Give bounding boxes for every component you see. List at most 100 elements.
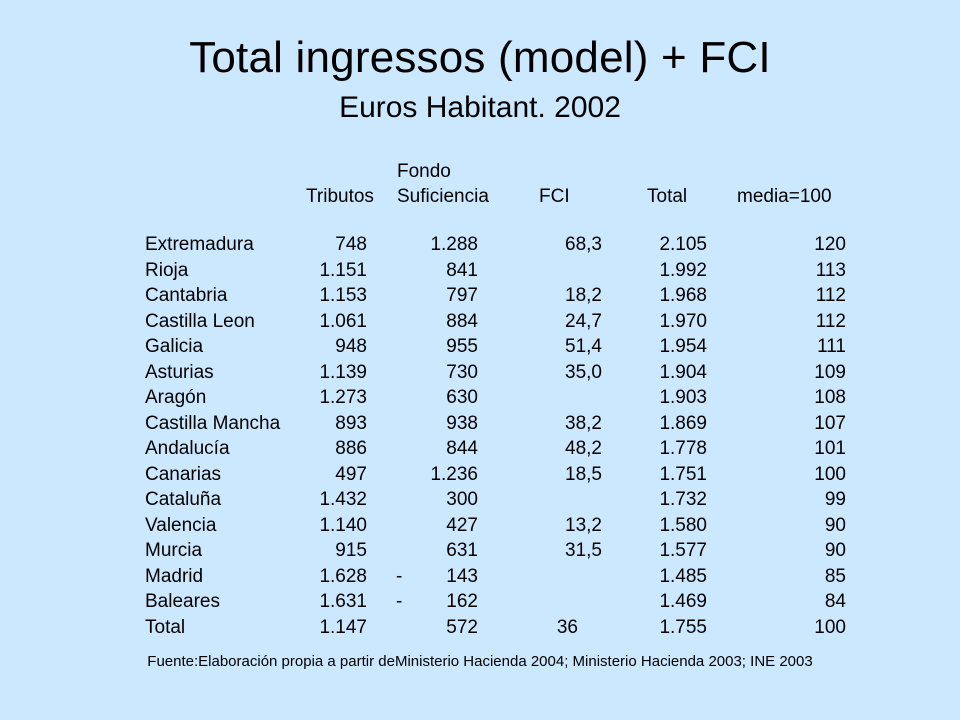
fondo-suficiencia-cell: 844 [446, 438, 478, 459]
region-name-cell: Andalucía [145, 438, 230, 459]
region-name-cell: Cantabria [145, 285, 228, 306]
total-cell: 1.903 [659, 387, 707, 408]
fci-cell: 38,2 [565, 412, 602, 434]
tributos-cell: 1.140 [319, 514, 367, 536]
fondo-suficiencia-cell: 884 [446, 310, 478, 332]
total-cell: 1.954 [659, 336, 707, 357]
region-name-cell: Madrid [145, 565, 204, 587]
tributos-cell: 915 [335, 540, 367, 561]
slide-title: Total ingressos (model) + FCI [189, 33, 771, 82]
media-index-cell: 113 [815, 259, 846, 281]
region-name-cell: Extremadura [145, 234, 254, 255]
source-note: Fuente:Elaboración propia a partir deMin… [147, 653, 813, 670]
total-cell: 1.751 [659, 463, 707, 485]
total-cell: 1.968 [659, 285, 707, 306]
table-row: Canarias 497 1.236 18,5 1.751 100 [0, 462, 960, 488]
fondo-suficiencia-cell: 841 [446, 259, 478, 281]
fondo-suficiencia-cell: 631 [446, 540, 478, 561]
total-cell: 1.869 [659, 412, 707, 434]
media-index-cell: 120 [814, 234, 846, 255]
media-index-cell: 100 [814, 616, 846, 638]
total-cell: 1.755 [659, 616, 707, 638]
total-cell: 1.904 [659, 361, 707, 383]
fci-cell: 36 [556, 616, 578, 638]
table-row: Asturias 1.139 730 35,0 1.904 109 [0, 360, 960, 386]
fci-cell: 18,5 [565, 463, 602, 485]
header-tributos: Tributos [306, 186, 374, 207]
region-name-cell: Cataluña [145, 489, 222, 510]
media-index-cell: 112 [815, 310, 846, 332]
tributos-cell: 1.151 [319, 259, 367, 281]
header-fondo-line2: Suficiencia [397, 186, 489, 207]
total-cell: 1.992 [659, 259, 707, 281]
negative-sign-cell: - [396, 565, 403, 587]
region-name-cell: Asturias [145, 361, 214, 383]
region-name-cell: Castilla Leon [145, 310, 255, 332]
media-index-cell: 99 [824, 489, 846, 510]
table-row: Castilla Mancha 893 938 38,2 1.869 107 [0, 411, 960, 437]
region-name-cell: Baleares [145, 591, 220, 612]
header-fci: FCI [539, 186, 570, 207]
table-row: Total 1.147 572 36 1.755 100 [0, 615, 960, 641]
tributos-cell: 1.153 [319, 285, 367, 306]
tributos-cell: 948 [335, 336, 367, 357]
fci-cell: 51,4 [565, 336, 602, 357]
fci-cell: 13,2 [565, 514, 602, 536]
table-row: Aragón 1.273 630 1.903 108 [0, 385, 960, 411]
header-fondo-line1: Fondo [397, 161, 451, 182]
media-index-cell: 111 [817, 336, 846, 357]
table-row: Murcia 915 631 31,5 1.577 90 [0, 538, 960, 564]
table-row: Baleares 1.631 - 162 1.469 84 [0, 589, 960, 615]
region-name-cell: Total [145, 616, 186, 638]
table-row: Madrid 1.628 - 143 1.485 85 [0, 564, 960, 590]
region-name-cell: Murcia [145, 540, 203, 561]
region-name-cell: Castilla Mancha [145, 412, 281, 434]
fondo-suficiencia-cell: 143 [446, 565, 478, 587]
media-index-cell: 109 [814, 361, 846, 383]
region-name-cell: Aragón [145, 387, 207, 408]
media-index-cell: 85 [824, 565, 846, 587]
tributos-cell: 1.147 [319, 616, 367, 638]
fondo-suficiencia-cell: 630 [446, 387, 478, 408]
total-cell: 1.778 [659, 438, 707, 459]
header-media: media=100 [737, 186, 832, 207]
media-index-cell: 108 [814, 387, 846, 408]
total-cell: 1.580 [659, 514, 707, 536]
media-index-cell: 90 [824, 540, 846, 561]
table-row: Castilla Leon 1.061 884 24,7 1.970 112 [0, 309, 960, 335]
fci-cell: 35,0 [565, 361, 602, 383]
slide-subtitle: Euros Habitant. 2002 [339, 91, 621, 124]
media-index-cell: 100 [814, 463, 846, 485]
tributos-cell: 886 [335, 438, 367, 459]
negative-sign-cell: - [396, 591, 403, 612]
media-index-cell: 112 [815, 285, 846, 306]
tributos-cell: 893 [335, 412, 367, 434]
tributos-cell: 748 [335, 234, 367, 255]
media-index-cell: 84 [824, 591, 846, 612]
media-index-cell: 107 [814, 412, 846, 434]
tributos-cell: 1.061 [319, 310, 367, 332]
fondo-suficiencia-cell: 797 [446, 285, 478, 306]
fondo-suficiencia-cell: 730 [446, 361, 478, 383]
fondo-suficiencia-cell: 938 [446, 412, 478, 434]
fci-cell: 24,7 [565, 310, 602, 332]
fondo-suficiencia-cell: 162 [446, 591, 478, 612]
fci-cell: 18,2 [565, 285, 602, 306]
tributos-cell: 1.139 [319, 361, 367, 383]
table-row: Galicia 948 955 51,4 1.954 111 [0, 334, 960, 360]
tributos-cell: 1.631 [319, 591, 367, 612]
header-total: Total [647, 186, 688, 207]
region-name-cell: Valencia [145, 514, 217, 536]
fondo-suficiencia-cell: 1.236 [430, 463, 478, 485]
fondo-suficiencia-cell: 427 [446, 514, 478, 536]
tributos-cell: 497 [335, 463, 367, 485]
media-index-cell: 90 [824, 514, 846, 536]
tributos-cell: 1.628 [319, 565, 367, 587]
fci-cell: 68,3 [565, 234, 602, 255]
table-row: Valencia 1.140 427 13,2 1.580 90 [0, 513, 960, 539]
region-name-cell: Rioja [145, 259, 189, 281]
data-table: Extremadura 748 1.288 68,3 2.105 120 Rioja 1.15… [0, 232, 960, 640]
table-row: Andalucía 886 844 48,2 1.778 101 [0, 436, 960, 462]
region-name-cell: Canarias [145, 463, 222, 485]
total-cell: 1.970 [659, 310, 707, 332]
